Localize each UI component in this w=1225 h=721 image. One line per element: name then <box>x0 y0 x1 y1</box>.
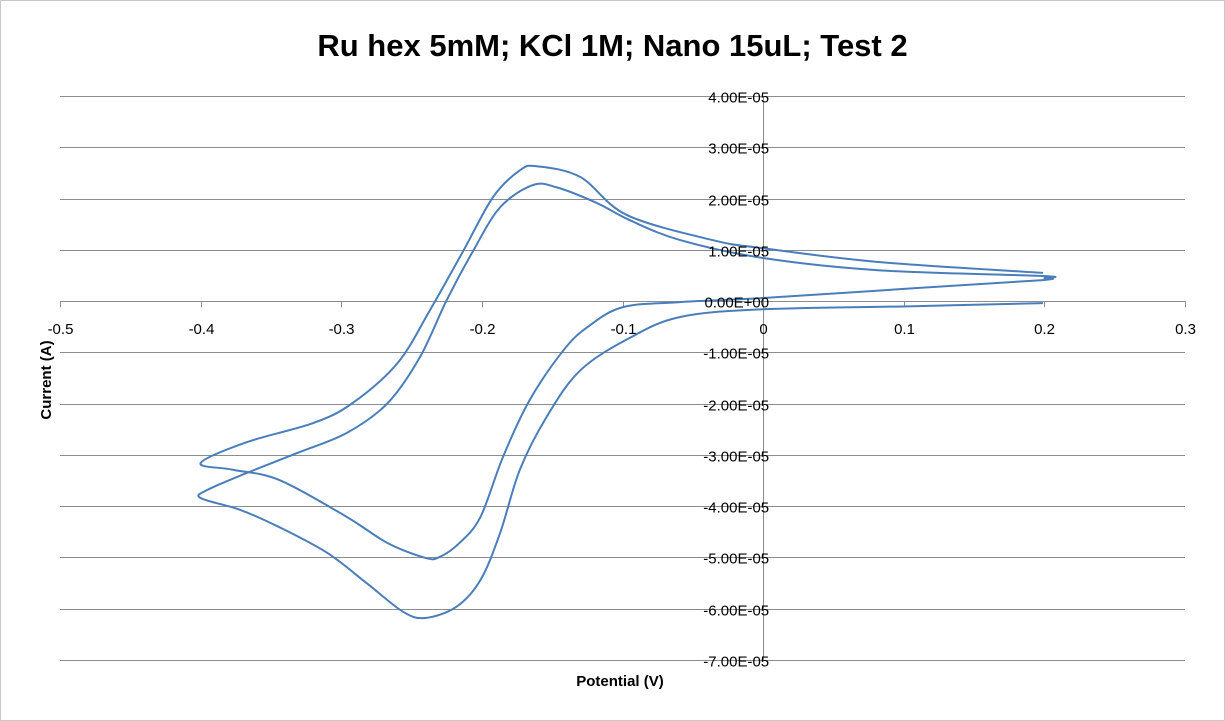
y-axis-title: Current (A) <box>38 340 55 419</box>
y-tick-label: -7.00E-05 <box>703 654 769 671</box>
y-tick-label: -4.00E-05 <box>703 500 769 517</box>
x-tick-label: -0.2 <box>470 321 496 338</box>
x-tick-label: -0.4 <box>189 321 215 338</box>
y-tick-label: 2.00E-05 <box>708 193 769 210</box>
y-tick-label: -3.00E-05 <box>703 449 769 466</box>
x-tick-label: -0.5 <box>48 321 74 338</box>
y-tick-label: -1.00E-05 <box>703 346 769 363</box>
y-tick-label: -2.00E-05 <box>703 398 769 415</box>
y-tick-label: 3.00E-05 <box>708 141 769 158</box>
x-tick-label: -0.3 <box>329 321 355 338</box>
y-tick-label: 0.00E+00 <box>704 295 769 312</box>
series-line-cv-scan <box>197 164 1057 620</box>
x-tick-label: -0.1 <box>611 321 637 338</box>
y-tick-label: 1.00E-05 <box>708 244 769 261</box>
x-tick-label: 0.3 <box>1175 321 1196 338</box>
x-axis-title: Potential (V) <box>576 673 664 690</box>
chart-title: Ru hex 5mM; KCl 1M; Nano 15uL; Test 2 <box>317 28 908 63</box>
x-tick-label: 0 <box>759 321 767 338</box>
y-tick-label: -5.00E-05 <box>703 551 769 568</box>
x-tick-label: 0.2 <box>1034 321 1055 338</box>
y-tick-label: -6.00E-05 <box>703 603 769 620</box>
x-tick-label: 0.1 <box>894 321 915 338</box>
y-tick-label: 4.00E-05 <box>708 90 769 107</box>
